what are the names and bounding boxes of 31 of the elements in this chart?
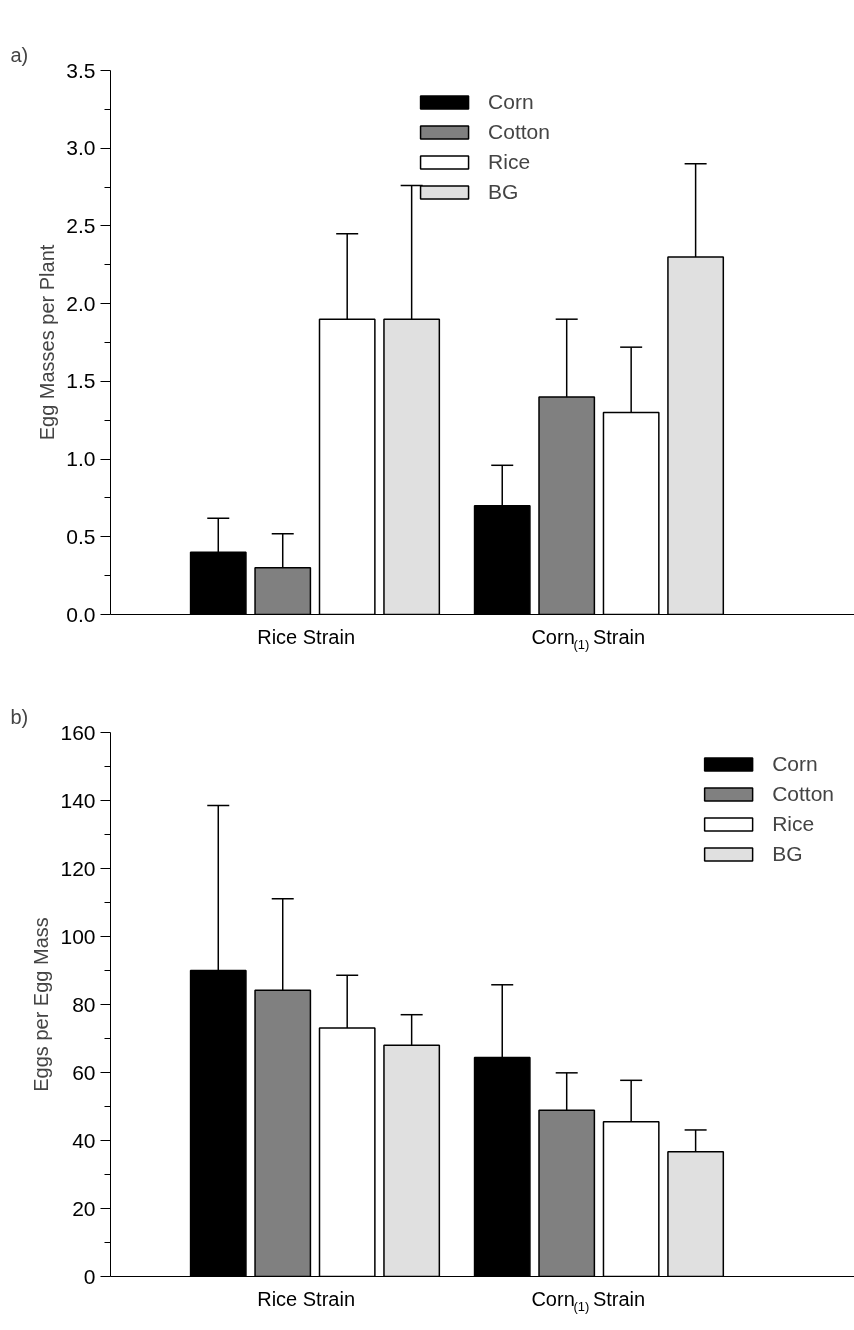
y-tick-label: 3.0	[66, 136, 96, 160]
legend-label: Cotton	[772, 782, 834, 806]
y-tick-label: 160	[60, 720, 96, 744]
legend-label: Cotton	[488, 120, 550, 144]
y-tick-label: 3.5	[66, 58, 96, 82]
chart-title: a)	[10, 43, 29, 66]
y-tick-label: 20	[72, 1196, 96, 1220]
y-tick-label: 80	[72, 992, 96, 1016]
y-tick-label: 0.5	[66, 524, 96, 548]
y-tick-label: 0	[83, 1264, 96, 1288]
x-tick-label: Rice Strain	[257, 625, 356, 648]
y-tick-label: 2.0	[66, 291, 96, 315]
y-axis-title: Egg Masses per Plant	[36, 244, 59, 441]
chart-title: b)	[10, 705, 29, 728]
x-tick-label: Rice Strain	[257, 1287, 356, 1310]
y-tick-label: 1.0	[66, 447, 96, 471]
legend-label: Rice	[772, 812, 815, 836]
legend-label: BG	[488, 180, 519, 204]
y-axis-title: Eggs per Egg Mass	[30, 917, 53, 1092]
legend-label: BG	[772, 842, 803, 866]
y-tick-label: 2.5	[66, 213, 96, 237]
y-tick-label: 60	[72, 1060, 96, 1084]
y-tick-label: 120	[60, 856, 96, 880]
y-tick-label: 1.5	[66, 369, 96, 393]
legend-label: Corn	[772, 752, 818, 776]
legend-label: Corn	[488, 90, 534, 114]
y-tick-label: 100	[60, 924, 96, 948]
legend-label: Rice	[488, 150, 531, 174]
y-tick-label: 40	[72, 1128, 96, 1152]
y-tick-label: 140	[60, 788, 96, 812]
y-tick-label: 0.0	[66, 602, 96, 626]
